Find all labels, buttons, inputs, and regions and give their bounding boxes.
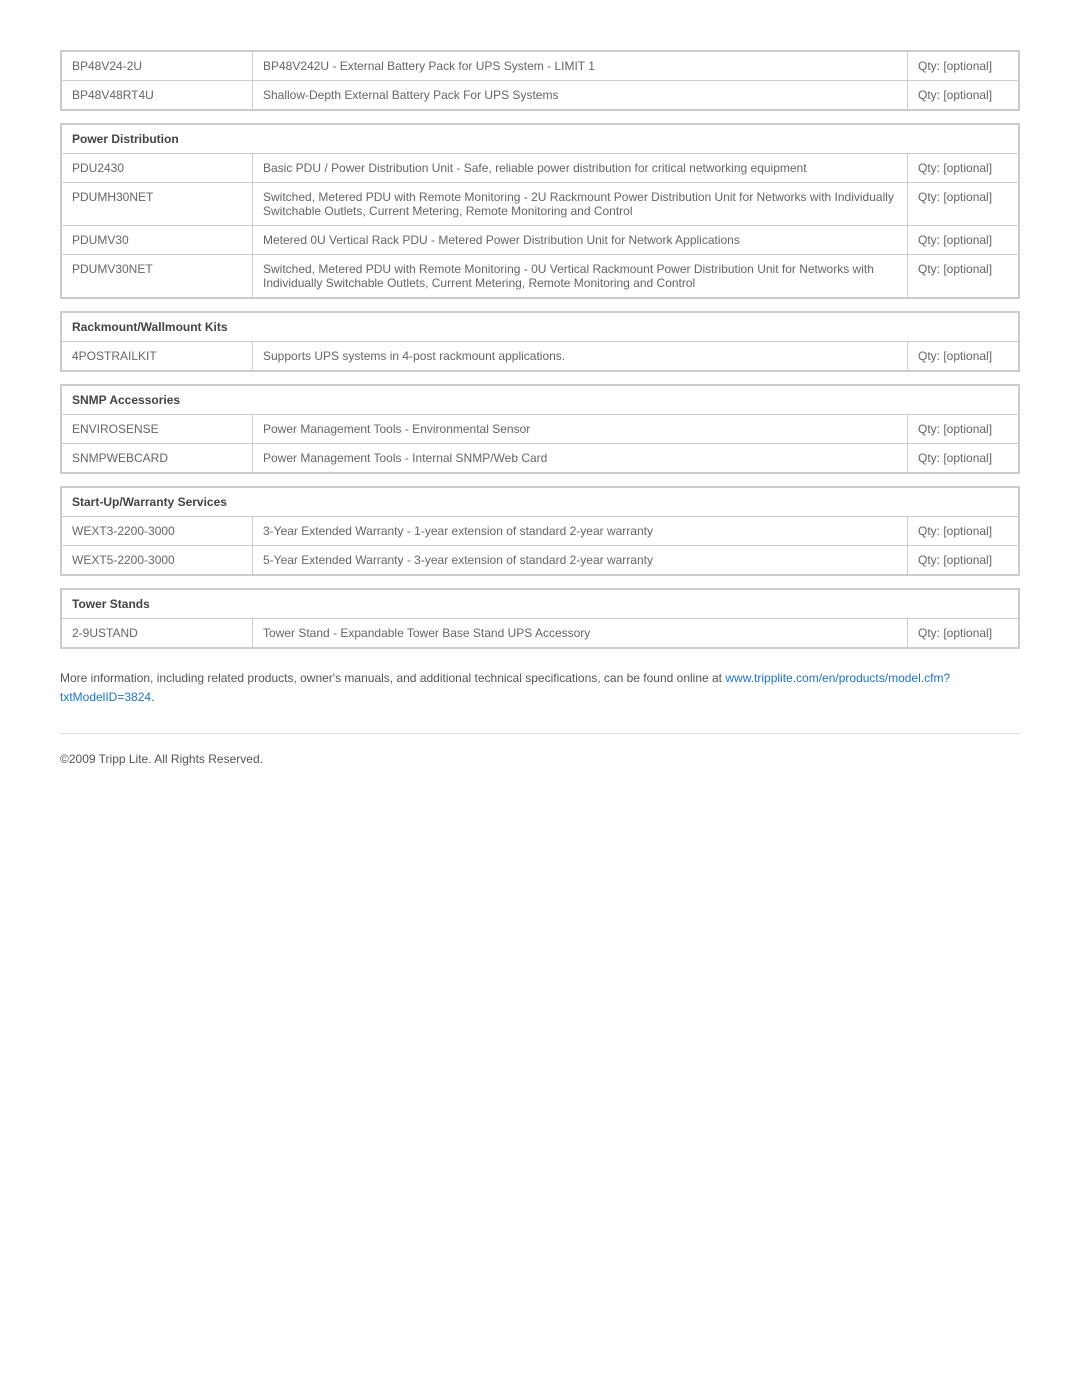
qty-cell: Qty: [optional] xyxy=(908,51,1020,81)
section: Rackmount/Wallmount Kits4POSTRAILKITSupp… xyxy=(60,311,1020,372)
section-header: SNMP Accessories xyxy=(61,385,1019,415)
sku-cell: BP48V48RT4U xyxy=(61,81,253,111)
table-row: 2-9USTANDTower Stand - Expandable Tower … xyxy=(61,619,1019,649)
qty-cell: Qty: [optional] xyxy=(908,444,1020,474)
description-cell: Switched, Metered PDU with Remote Monito… xyxy=(253,183,908,226)
copyright: ©2009 Tripp Lite. All Rights Reserved. xyxy=(60,752,1020,766)
table-row: SNMPWEBCARDPower Management Tools - Inte… xyxy=(61,444,1019,474)
description-cell: Shallow-Depth External Battery Pack For … xyxy=(253,81,908,111)
description-cell: Tower Stand - Expandable Tower Base Stan… xyxy=(253,619,908,649)
accessories-table: Power DistributionPDU2430Basic PDU / Pow… xyxy=(60,123,1020,299)
accessories-table: Start-Up/Warranty ServicesWEXT3-2200-300… xyxy=(60,486,1020,576)
description-cell: Supports UPS systems in 4-post rackmount… xyxy=(253,342,908,372)
section: Tower Stands2-9USTANDTower Stand - Expan… xyxy=(60,588,1020,649)
footer-info: More information, including related prod… xyxy=(60,669,1020,707)
table-row: BP48V24-2UBP48V242U - External Battery P… xyxy=(61,51,1019,81)
table-row: WEXT5-2200-30005-Year Extended Warranty … xyxy=(61,546,1019,576)
table-row: PDUMH30NETSwitched, Metered PDU with Rem… xyxy=(61,183,1019,226)
sku-cell: SNMPWEBCARD xyxy=(61,444,253,474)
description-cell: 5-Year Extended Warranty - 3-year extens… xyxy=(253,546,908,576)
section: BP48V24-2UBP48V242U - External Battery P… xyxy=(60,50,1020,111)
section-header: Power Distribution xyxy=(61,124,1019,154)
accessories-table: BP48V24-2UBP48V242U - External Battery P… xyxy=(60,50,1020,111)
sku-cell: BP48V24-2U xyxy=(61,51,253,81)
qty-cell: Qty: [optional] xyxy=(908,415,1020,444)
qty-cell: Qty: [optional] xyxy=(908,154,1020,183)
qty-cell: Qty: [optional] xyxy=(908,546,1020,576)
qty-cell: Qty: [optional] xyxy=(908,226,1020,255)
qty-cell: Qty: [optional] xyxy=(908,517,1020,546)
sku-cell: 4POSTRAILKIT xyxy=(61,342,253,372)
description-cell: Basic PDU / Power Distribution Unit - Sa… xyxy=(253,154,908,183)
accessories-table: Tower Stands2-9USTANDTower Stand - Expan… xyxy=(60,588,1020,649)
section: SNMP AccessoriesENVIROSENSEPower Managem… xyxy=(60,384,1020,474)
section: Start-Up/Warranty ServicesWEXT3-2200-300… xyxy=(60,486,1020,576)
qty-cell: Qty: [optional] xyxy=(908,255,1020,299)
description-cell: Power Management Tools - Internal SNMP/W… xyxy=(253,444,908,474)
table-row: PDU2430Basic PDU / Power Distribution Un… xyxy=(61,154,1019,183)
sku-cell: PDU2430 xyxy=(61,154,253,183)
section: Power DistributionPDU2430Basic PDU / Pow… xyxy=(60,123,1020,299)
qty-cell: Qty: [optional] xyxy=(908,183,1020,226)
table-row: ENVIROSENSEPower Management Tools - Envi… xyxy=(61,415,1019,444)
description-cell: Metered 0U Vertical Rack PDU - Metered P… xyxy=(253,226,908,255)
section-header: Tower Stands xyxy=(61,589,1019,619)
section-header: Start-Up/Warranty Services xyxy=(61,487,1019,517)
sku-cell: ENVIROSENSE xyxy=(61,415,253,444)
section-header: Rackmount/Wallmount Kits xyxy=(61,312,1019,342)
table-row: PDUMV30NETSwitched, Metered PDU with Rem… xyxy=(61,255,1019,299)
sku-cell: PDUMV30NET xyxy=(61,255,253,299)
qty-cell: Qty: [optional] xyxy=(908,619,1020,649)
footer-period: . xyxy=(151,690,154,704)
table-row: WEXT3-2200-30003-Year Extended Warranty … xyxy=(61,517,1019,546)
sku-cell: WEXT3-2200-3000 xyxy=(61,517,253,546)
sku-cell: 2-9USTAND xyxy=(61,619,253,649)
sku-cell: WEXT5-2200-3000 xyxy=(61,546,253,576)
sku-cell: PDUMH30NET xyxy=(61,183,253,226)
divider xyxy=(60,733,1020,734)
table-row: BP48V48RT4UShallow-Depth External Batter… xyxy=(61,81,1019,111)
description-cell: 3-Year Extended Warranty - 1-year extens… xyxy=(253,517,908,546)
accessories-tables: BP48V24-2UBP48V242U - External Battery P… xyxy=(60,50,1020,649)
table-row: 4POSTRAILKITSupports UPS systems in 4-po… xyxy=(61,342,1019,372)
description-cell: BP48V242U - External Battery Pack for UP… xyxy=(253,51,908,81)
description-cell: Power Management Tools - Environmental S… xyxy=(253,415,908,444)
table-row: PDUMV30Metered 0U Vertical Rack PDU - Me… xyxy=(61,226,1019,255)
accessories-table: SNMP AccessoriesENVIROSENSEPower Managem… xyxy=(60,384,1020,474)
qty-cell: Qty: [optional] xyxy=(908,342,1020,372)
sku-cell: PDUMV30 xyxy=(61,226,253,255)
description-cell: Switched, Metered PDU with Remote Monito… xyxy=(253,255,908,299)
footer-text: More information, including related prod… xyxy=(60,671,725,685)
qty-cell: Qty: [optional] xyxy=(908,81,1020,111)
accessories-table: Rackmount/Wallmount Kits4POSTRAILKITSupp… xyxy=(60,311,1020,372)
